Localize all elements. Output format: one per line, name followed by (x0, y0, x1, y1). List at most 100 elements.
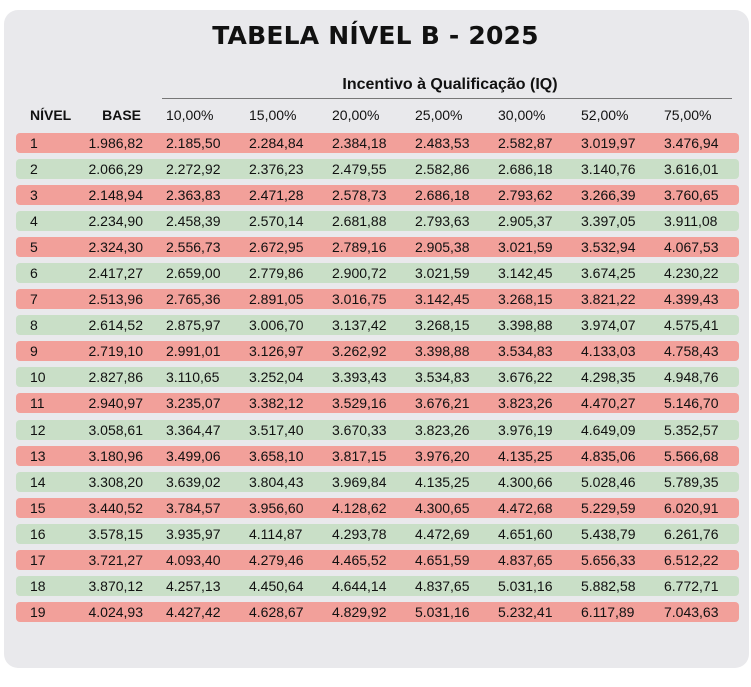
cell-iq-10: 3.364,47 (166, 421, 221, 438)
cell-iq-10: 2.185,50 (166, 135, 221, 151)
cell-iq-52: 3.821,22 (581, 291, 636, 308)
cell-iq-20: 3.817,15 (332, 447, 387, 464)
cell-base: 3.721,27 (88, 551, 144, 568)
cell-iq-15: 2.672,95 (249, 239, 304, 256)
cell-iq-52: 4.133,03 (581, 343, 636, 360)
cell-iq-15: 3.006,70 (249, 317, 304, 334)
cell-base: 3.308,20 (88, 473, 144, 490)
cell-iq-20: 3.137,42 (332, 317, 387, 334)
cell-nivel: 17 (30, 551, 46, 568)
cell-iq-10: 2.363,83 (166, 187, 221, 204)
cell-iq-15: 2.284,84 (249, 135, 304, 151)
cell-iq-30: 4.300,66 (498, 473, 553, 490)
cell-iq-52: 3.532,94 (581, 239, 636, 256)
cell-iq-20: 3.670,33 (332, 421, 387, 438)
cell-iq-20: 4.829,92 (332, 603, 387, 620)
cell-nivel: 10 (30, 369, 46, 386)
cell-base: 2.234,90 (88, 213, 144, 230)
cell-iq-25: 3.976,20 (415, 447, 470, 464)
cell-nivel: 8 (30, 317, 38, 334)
cell-iq-15: 4.279,46 (249, 551, 304, 568)
table-row: 11 2.940,97 3.235,07 3.382,12 3.529,16 3.676,… (16, 393, 739, 414)
cell-iq-52: 4.649,09 (581, 421, 636, 438)
cell-base: 4.024,93 (88, 603, 144, 620)
cell-iq-20: 2.479,55 (332, 161, 387, 178)
table-row: 4 2.234,90 2.458,39 2.570,14 2.681,88 2.793,6… (16, 211, 739, 232)
cell-nivel: 16 (30, 525, 46, 542)
cell-iq-15: 3.517,40 (249, 421, 304, 438)
cell-base: 3.180,96 (88, 447, 144, 464)
cell-iq-10: 2.556,73 (166, 239, 221, 256)
cell-iq-10: 2.765,36 (166, 291, 221, 308)
table-row: 6 2.417,27 2.659,00 2.779,86 2.900,72 3.021,5… (16, 263, 739, 284)
cell-iq-75: 4.758,43 (664, 343, 719, 360)
header-iq-15: 15,00% (249, 107, 297, 123)
cell-nivel: 2 (30, 161, 38, 178)
cell-iq-10: 3.935,97 (166, 525, 221, 542)
cell-iq-10: 2.272,92 (166, 161, 221, 178)
salary-table-body: 1 1.986,82 2.185,50 2.284,84 2.384,18 2.483,5… (16, 133, 739, 628)
cell-iq-75: 4.948,76 (664, 369, 719, 386)
cell-iq-15: 2.471,28 (249, 187, 304, 204)
cell-iq-10: 2.659,00 (166, 265, 221, 282)
cell-iq-25: 3.534,83 (415, 369, 470, 386)
cell-base: 2.614,52 (88, 317, 144, 334)
cell-iq-25: 2.793,63 (415, 213, 470, 230)
cell-iq-75: 5.566,68 (664, 447, 719, 464)
cell-iq-25: 2.905,38 (415, 239, 470, 256)
table-row: 14 3.308,20 3.639,02 3.804,43 3.969,84 4.135,… (16, 471, 739, 492)
cell-iq-30: 3.021,59 (498, 239, 553, 256)
header-base: BASE (102, 107, 141, 123)
cell-iq-20: 2.384,18 (332, 135, 387, 151)
cell-iq-15: 2.779,86 (249, 265, 304, 282)
cell-iq-20: 4.465,52 (332, 551, 387, 568)
cell-nivel: 7 (30, 291, 38, 308)
cell-nivel: 9 (30, 343, 38, 360)
cell-iq-10: 4.093,40 (166, 551, 221, 568)
cell-iq-20: 3.262,92 (332, 343, 387, 360)
table-row: 10 2.827,86 3.110,65 3.252,04 3.393,43 3.534,… (16, 367, 739, 388)
header-nivel: NÍVEL (30, 107, 72, 123)
cell-iq-25: 5.031,16 (415, 603, 470, 620)
cell-nivel: 4 (30, 213, 38, 230)
cell-iq-52: 3.974,07 (581, 317, 636, 334)
cell-iq-52: 4.470,27 (581, 395, 636, 412)
table-row: 17 3.721,27 4.093,40 4.279,46 4.465,52 4.651,… (16, 549, 739, 570)
cell-iq-30: 3.676,22 (498, 369, 553, 386)
cell-iq-20: 4.128,62 (332, 499, 387, 516)
header-iq-52: 52,00% (581, 107, 629, 123)
cell-base: 2.827,86 (88, 369, 144, 386)
cell-iq-20: 2.578,73 (332, 187, 387, 204)
cell-iq-15: 3.382,12 (249, 395, 304, 412)
cell-iq-30: 5.232,41 (498, 603, 553, 620)
cell-iq-30: 2.686,18 (498, 161, 553, 178)
cell-base: 2.940,97 (88, 395, 144, 412)
cell-iq-30: 5.031,16 (498, 577, 553, 594)
cell-iq-15: 4.114,87 (249, 525, 303, 542)
cell-iq-25: 4.135,25 (415, 473, 470, 490)
cell-iq-20: 3.393,43 (332, 369, 387, 386)
cell-base: 2.417,27 (88, 265, 144, 282)
cell-iq-15: 4.450,64 (249, 577, 304, 594)
cell-nivel: 1 (30, 135, 38, 151)
cell-iq-75: 3.760,65 (664, 187, 719, 204)
cell-iq-30: 3.823,26 (498, 395, 553, 412)
cell-base: 2.719,10 (88, 343, 144, 360)
cell-iq-10: 3.639,02 (166, 473, 221, 490)
cell-base: 3.440,52 (88, 499, 144, 516)
cell-iq-20: 2.789,16 (332, 239, 387, 256)
cell-nivel: 11 (30, 395, 45, 412)
table-row: 19 4.024,93 4.427,42 4.628,67 4.829,92 5.031,… (16, 601, 739, 622)
cell-iq-30: 3.268,15 (498, 291, 553, 308)
cell-iq-15: 3.252,04 (249, 369, 304, 386)
header-iq-10: 10,00% (166, 107, 214, 123)
cell-iq-30: 3.398,88 (498, 317, 553, 334)
cell-iq-75: 4.575,41 (664, 317, 719, 334)
cell-nivel: 18 (30, 577, 46, 594)
iq-group-header: Incentivo à Qualificação (IQ) (342, 76, 558, 93)
cell-nivel: 13 (30, 447, 46, 464)
iq-header-divider (162, 98, 732, 99)
cell-iq-75: 4.067,53 (664, 239, 719, 256)
cell-iq-20: 2.900,72 (332, 265, 387, 282)
table-row: 9 2.719,10 2.991,01 3.126,97 3.262,92 3.398,8… (16, 341, 739, 362)
